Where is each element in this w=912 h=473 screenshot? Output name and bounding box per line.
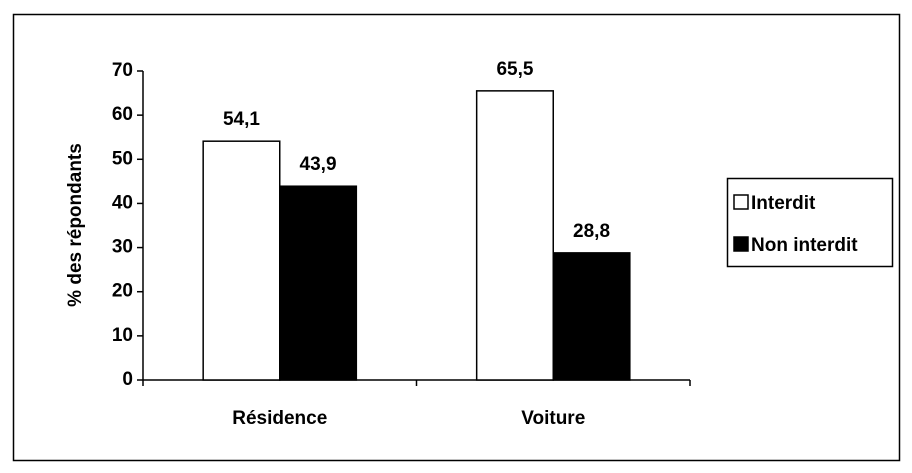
- legend-frame: [726, 177, 894, 268]
- bar: [552, 252, 631, 381]
- legend-swatch-non-interdit: [733, 236, 749, 252]
- x-category-label: Voiture: [521, 408, 585, 429]
- y-tick-label: 40: [112, 192, 133, 213]
- x-category-label: Résidence: [232, 408, 327, 429]
- y-tick-label: 70: [112, 60, 133, 81]
- legend-label-interdit: Interdit: [751, 193, 816, 214]
- y-tick-label: 50: [112, 148, 133, 169]
- bar: [202, 140, 281, 381]
- data-label: 28,8: [573, 221, 610, 242]
- legend-label-non-interdit: Non interdit: [751, 235, 858, 256]
- y-tick-label: 10: [112, 325, 133, 346]
- y-tick-label: 0: [122, 369, 133, 390]
- data-label: 43,9: [300, 154, 337, 175]
- bar: [279, 185, 358, 381]
- y-tick-label: 30: [112, 237, 133, 258]
- data-label: 65,5: [496, 59, 533, 80]
- bars: [202, 90, 631, 381]
- legend-swatch-interdit: [733, 194, 749, 210]
- data-label: 54,1: [223, 109, 260, 130]
- bar: [475, 90, 555, 381]
- legend: Interdit Non interdit: [726, 177, 894, 268]
- y-tick-label: 60: [112, 104, 133, 125]
- y-tick-label: 20: [112, 281, 133, 302]
- y-axis-title: % des répondants: [65, 143, 86, 307]
- data-labels: 54,1 65,5 43,9 28,8: [223, 59, 610, 242]
